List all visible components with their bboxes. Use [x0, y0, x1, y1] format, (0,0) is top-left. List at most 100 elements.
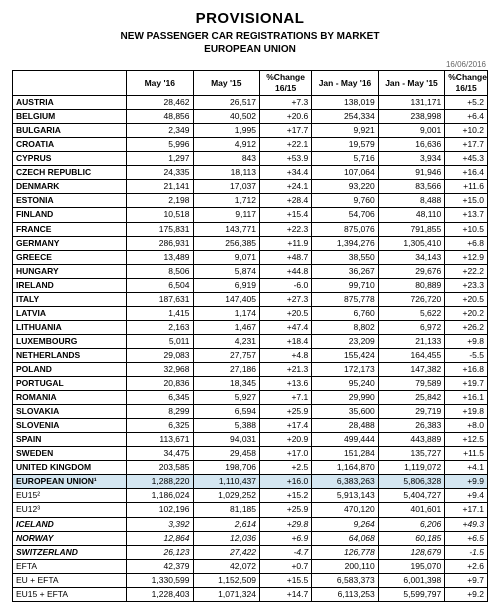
table-row: ESTONIA2,1981,712+28.49,7608,488+15.0	[13, 194, 488, 208]
cell: 200,110	[312, 559, 379, 573]
cell: 256,385	[193, 236, 260, 250]
cell: GREECE	[13, 250, 127, 264]
cell: +11.9	[260, 236, 312, 250]
cell: +2.6	[445, 559, 488, 573]
cell: UNITED KINGDOM	[13, 461, 127, 475]
cell: 60,185	[378, 531, 445, 545]
cell: 1,305,410	[378, 236, 445, 250]
cell: 16,636	[378, 138, 445, 152]
cell: +19.8	[445, 405, 488, 419]
cell: 2,163	[127, 320, 194, 334]
cell: +7.1	[260, 391, 312, 405]
cell: +16.0	[260, 475, 312, 489]
cell: 5,011	[127, 334, 194, 348]
table-row: IRELAND6,5046,919-6.099,71080,889+23.3	[13, 278, 488, 292]
cell: +9.7	[445, 573, 488, 587]
cell: +22.3	[260, 222, 312, 236]
cell: +29.8	[260, 517, 312, 531]
cell: EU15²	[13, 489, 127, 503]
cell: 5,874	[193, 264, 260, 278]
cell: +21.3	[260, 362, 312, 376]
cell: 12,864	[127, 531, 194, 545]
table-row: CROATIA5,9964,912+22.119,57916,636+17.7	[13, 138, 488, 152]
cell: 27,186	[193, 362, 260, 376]
cell: LITHUANIA	[13, 320, 127, 334]
table-row: GERMANY286,931256,385+11.91,394,2761,305…	[13, 236, 488, 250]
cell: 2,614	[193, 517, 260, 531]
cell: 147,382	[378, 362, 445, 376]
cell: +23.3	[445, 278, 488, 292]
cell: 34,143	[378, 250, 445, 264]
cell: 1,330,599	[127, 573, 194, 587]
cell: +26.2	[445, 320, 488, 334]
table-row: AUSTRIA28,46226,517+7.3138,019131,171+5.…	[13, 96, 488, 110]
cell: 443,889	[378, 433, 445, 447]
table-row: DENMARK21,14117,037+24.193,22083,566+11.…	[13, 180, 488, 194]
cell: 175,831	[127, 222, 194, 236]
cell: +17.1	[445, 503, 488, 517]
cell: -4.7	[260, 545, 312, 559]
cell: 9,117	[193, 208, 260, 222]
table-row: POLAND32,96827,186+21.3172,173147,382+16…	[13, 362, 488, 376]
cell: +0.7	[260, 559, 312, 573]
cell: 843	[193, 152, 260, 166]
cell: 1,029,252	[193, 489, 260, 503]
cell: 28,462	[127, 96, 194, 110]
table-row: HUNGARY8,5065,874+44.836,26729,676+22.2	[13, 264, 488, 278]
cell: 195,070	[378, 559, 445, 573]
cell: SWEDEN	[13, 447, 127, 461]
col-pchm: %Change 16/15	[260, 71, 312, 96]
cell: 93,220	[312, 180, 379, 194]
cell: 8,802	[312, 320, 379, 334]
col-may16: May '16	[127, 71, 194, 96]
cell: ROMANIA	[13, 391, 127, 405]
cell: 6,383,263	[312, 475, 379, 489]
cell: 8,488	[378, 194, 445, 208]
cell: 38,550	[312, 250, 379, 264]
cell: 26,517	[193, 96, 260, 110]
cell: LUXEMBOURG	[13, 334, 127, 348]
cell: 95,240	[312, 377, 379, 391]
cell: 470,120	[312, 503, 379, 517]
table-row: NETHERLANDS29,08327,757+4.8155,424164,45…	[13, 348, 488, 362]
cell: 102,196	[127, 503, 194, 517]
cell: 2,198	[127, 194, 194, 208]
report-date: 16/06/2016	[12, 60, 486, 69]
table-row: SPAIN113,67194,031+20.9499,444443,889+12…	[13, 433, 488, 447]
cell: LATVIA	[13, 306, 127, 320]
cell: 8,506	[127, 264, 194, 278]
cell: 18,345	[193, 377, 260, 391]
table-row: BELGIUM48,85640,502+20.6254,334238,998+6…	[13, 110, 488, 124]
cell: IRELAND	[13, 278, 127, 292]
cell: 1,071,324	[193, 587, 260, 601]
cell: +14.7	[260, 587, 312, 601]
cell: 6,594	[193, 405, 260, 419]
cell: +6.8	[445, 236, 488, 250]
cell: CZECH REPUBLIC	[13, 166, 127, 180]
col-jm16: Jan - May '16	[312, 71, 379, 96]
cell: 27,422	[193, 545, 260, 559]
cell: 79,589	[378, 377, 445, 391]
cell: ICELAND	[13, 517, 127, 531]
cell: EU + EFTA	[13, 573, 127, 587]
cell: 6,919	[193, 278, 260, 292]
cell: 27,757	[193, 348, 260, 362]
cell: 1,119,072	[378, 461, 445, 475]
cell: 36,267	[312, 264, 379, 278]
cell: 6,972	[378, 320, 445, 334]
cell: +15.2	[260, 489, 312, 503]
table-row: EU15²1,186,0241,029,252+15.25,913,1435,4…	[13, 489, 488, 503]
cell: 6,113,253	[312, 587, 379, 601]
cell: +20.6	[260, 110, 312, 124]
cell: EUROPEAN UNION¹	[13, 475, 127, 489]
cell: 91,946	[378, 166, 445, 180]
title: PROVISIONAL	[12, 10, 488, 27]
cell: -6.0	[260, 278, 312, 292]
cell: 3,392	[127, 517, 194, 531]
cell: 1,415	[127, 306, 194, 320]
cell: 6,206	[378, 517, 445, 531]
cell: +34.4	[260, 166, 312, 180]
cell: 126,778	[312, 545, 379, 559]
cell: 26,383	[378, 419, 445, 433]
table-row: EU15 + EFTA1,228,4031,071,324+14.76,113,…	[13, 587, 488, 601]
